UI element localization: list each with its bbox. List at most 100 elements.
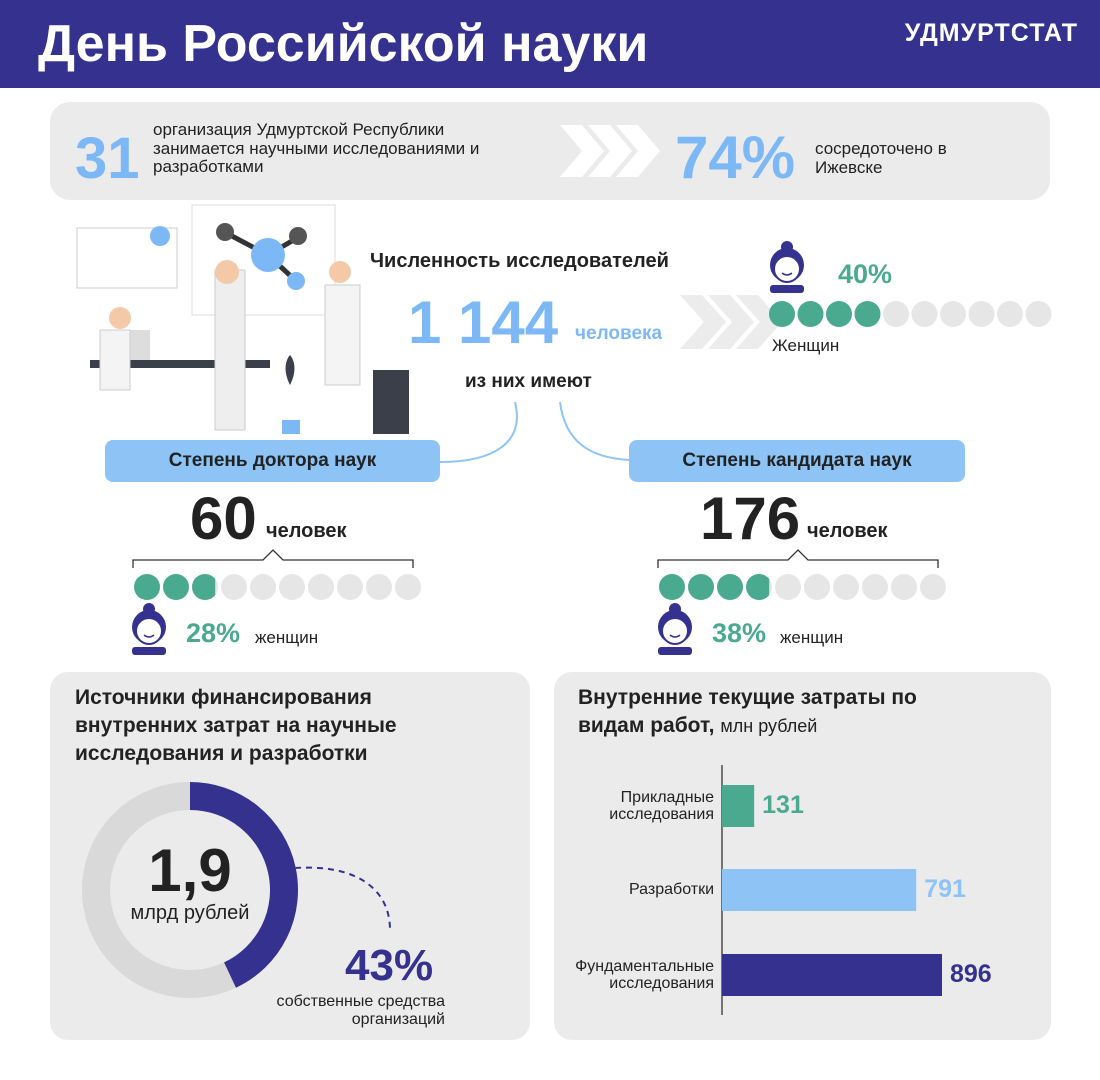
connector (439, 401, 518, 463)
dot-filled (717, 574, 743, 600)
degree-unit: человек (266, 520, 347, 542)
dot (395, 574, 421, 600)
category-label: Фундаментальные исследования (575, 957, 714, 993)
bar (722, 869, 917, 911)
izhevsk-text: сосредоточено в Ижевске (815, 139, 947, 177)
dot (279, 574, 305, 600)
izhevsk-share: 74% (675, 124, 796, 191)
dot (883, 301, 909, 327)
woman-icon (658, 603, 692, 655)
dashed-connector (294, 866, 391, 931)
degree-count: 176 (700, 485, 801, 552)
woman-icon (132, 603, 166, 655)
dot (997, 301, 1023, 327)
woman-icon (770, 241, 804, 293)
costs-title: Внутренние текущие затраты по видам рабо… (578, 684, 958, 740)
researchers-count: 1 144 (408, 289, 559, 356)
costs-title-text: Внутренние текущие затраты по видам рабо… (578, 686, 917, 737)
dot (920, 574, 946, 600)
dot-filled (854, 301, 881, 327)
funding-total: 1,9 (148, 837, 232, 904)
dot (940, 301, 966, 327)
title: День Российской науки (38, 15, 649, 73)
funding-share-label: собственные средства организаций (276, 993, 445, 1028)
dot-filled (659, 574, 685, 600)
face (773, 255, 801, 283)
dot (250, 574, 276, 600)
women-share: 28% (186, 618, 241, 648)
bar (722, 785, 755, 827)
chevrons (560, 125, 660, 177)
women-dots (659, 574, 770, 600)
dot (804, 574, 830, 600)
shoulders (770, 285, 804, 293)
bar-value: 131 (762, 791, 804, 819)
bracket (657, 549, 939, 568)
funding-share: 43% (345, 941, 434, 990)
researchers-subtitle: из них имеют (465, 371, 592, 392)
dot (1025, 301, 1052, 327)
donut-arc (189, 782, 298, 988)
face (135, 617, 163, 645)
women-label: женщин (780, 628, 844, 647)
women-dots (769, 301, 881, 327)
dot-filled (688, 574, 714, 600)
dot-filled (134, 574, 160, 600)
smile (781, 272, 793, 276)
dot (891, 574, 917, 600)
dot (221, 574, 247, 600)
shoulders (658, 647, 692, 655)
bar (722, 954, 942, 996)
dot-filled (826, 301, 852, 327)
illustration (76, 204, 409, 434)
shoulders (132, 647, 166, 655)
dot-filled (746, 574, 770, 600)
degree-pill (629, 440, 965, 482)
dot (366, 574, 392, 600)
connector (559, 401, 631, 461)
researchers-title: Численность исследователей (370, 250, 669, 272)
women-dots (134, 574, 216, 600)
smile (143, 634, 155, 638)
women-label: женщин (255, 628, 319, 647)
header-band (0, 0, 1100, 88)
organizations-text: организация Удмуртской Республики занима… (153, 120, 480, 177)
brand: УДМУРТСТАТ (904, 19, 1078, 47)
dot-filled (797, 301, 824, 327)
costs-panel (554, 672, 1051, 1040)
women-share: 38% (712, 618, 767, 648)
degree-pill (105, 440, 440, 482)
organizations-count: 31 (75, 126, 140, 191)
dot-filled (192, 574, 216, 600)
bun (143, 603, 155, 615)
dot (833, 574, 859, 600)
bracket (132, 549, 414, 568)
dot (911, 301, 938, 327)
dot (862, 574, 888, 600)
funding-title: Источники финансирования внутренних затр… (75, 686, 397, 765)
bun (781, 241, 793, 253)
degree-title: Степень кандидата наук (682, 450, 912, 471)
women-label: Женщин (772, 336, 840, 355)
degree-title: Степень доктора наук (168, 450, 377, 471)
costs-unit: млн рублей (720, 715, 818, 736)
dot-filled (769, 301, 795, 327)
category-label: Прикладные исследования (609, 788, 714, 824)
bun (669, 603, 681, 615)
dot (968, 301, 995, 327)
degree-count: 60 (190, 485, 257, 552)
face (661, 617, 689, 645)
category-label: Разработки (629, 881, 714, 898)
women-share: 40% (838, 259, 893, 289)
dot (775, 574, 801, 600)
dot (308, 574, 334, 600)
researchers-unit: человека (575, 323, 663, 344)
chevrons (680, 295, 782, 349)
funding-unit: млрд рублей (130, 902, 250, 924)
dot-filled (163, 574, 189, 600)
degree-unit: человек (807, 520, 888, 542)
dot (337, 574, 363, 600)
bar-value: 791 (924, 875, 966, 903)
